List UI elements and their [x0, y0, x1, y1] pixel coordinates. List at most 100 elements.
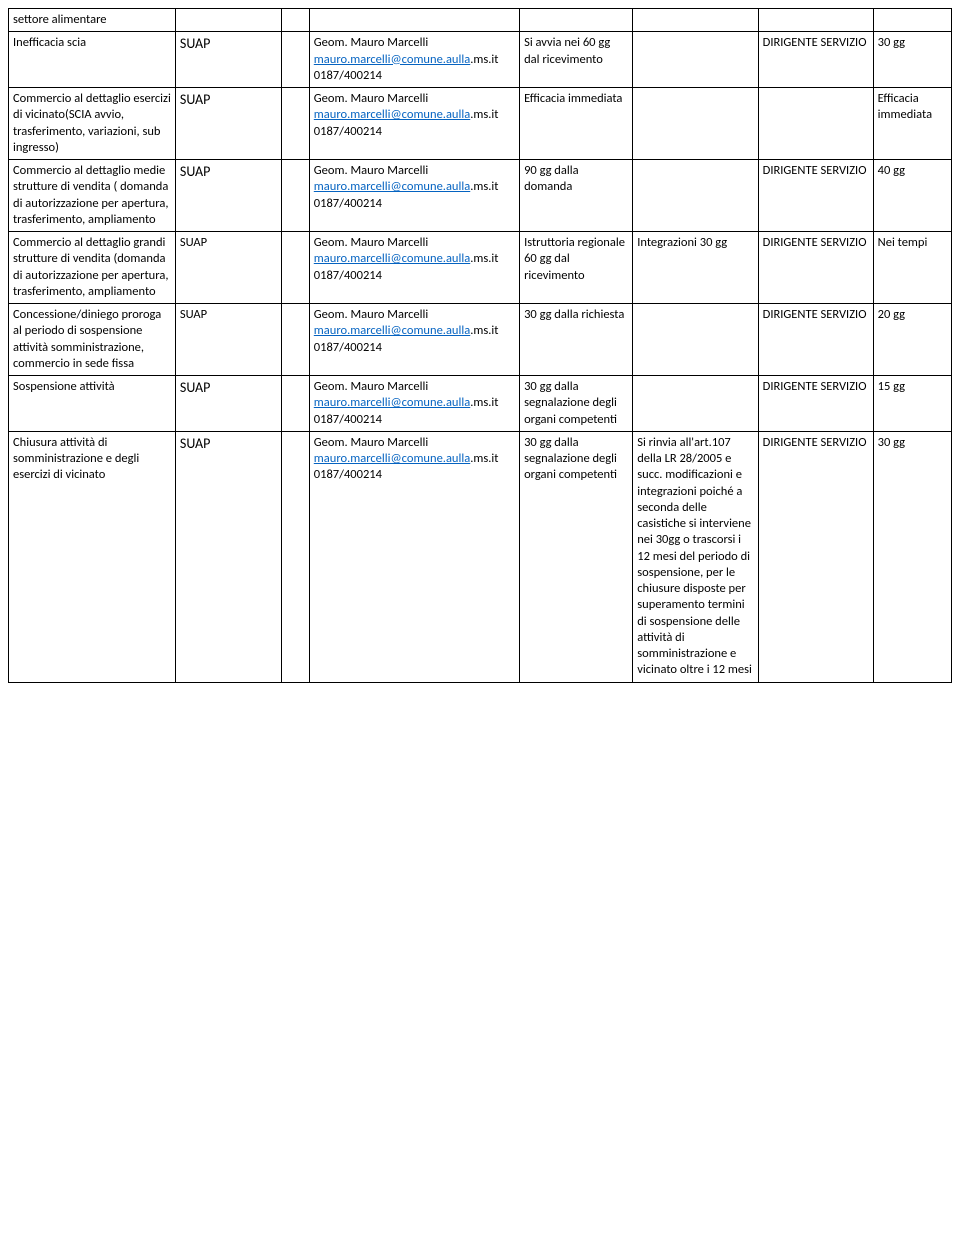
cell-authority: DIRIGENTE SERVIZIO — [758, 32, 873, 88]
cell-notes — [633, 304, 758, 376]
cell-contact: Geom. Mauro Marcellimauro.marcelli@comun… — [309, 88, 519, 160]
contact-phone: 0187/400214 — [314, 124, 515, 140]
contact-email-tail: .ms.it — [470, 395, 498, 410]
contact-email-link[interactable]: mauro.marcelli@comune.aulla — [314, 179, 470, 194]
cell-office: SUAP — [175, 88, 281, 160]
cell-notes — [633, 160, 758, 232]
cell-spacer — [281, 88, 309, 160]
table-row: Commercio al dettaglio medie strutture d… — [9, 160, 952, 232]
cell-spacer — [281, 232, 309, 304]
cell-spacer — [281, 304, 309, 376]
cell-authority: DIRIGENTE SERVIZIO — [758, 376, 873, 432]
contact-email-link[interactable]: mauro.marcelli@comune.aulla — [314, 451, 470, 466]
contact-phone: 0187/400214 — [314, 268, 515, 284]
contact-name: Geom. Mauro Marcelli — [314, 435, 515, 451]
contact-email-link[interactable]: mauro.marcelli@comune.aulla — [314, 251, 470, 266]
cell-procedure: Commercio al dettaglio grandi strutture … — [9, 232, 176, 304]
table-row: Sospensione attivitàSUAPGeom. Mauro Marc… — [9, 376, 952, 432]
cell-duration: 15 gg — [873, 376, 951, 432]
cell-contact: Geom. Mauro Marcellimauro.marcelli@comun… — [309, 32, 519, 88]
cell-office: SUAP — [175, 160, 281, 232]
cell-timing: Efficacia immediata — [520, 88, 633, 160]
contact-email-line: mauro.marcelli@comune.aulla.ms.it — [314, 251, 515, 267]
cell-timing: 90 gg dalla domanda — [520, 160, 633, 232]
contact-email-tail: .ms.it — [470, 52, 498, 67]
cell-spacer — [281, 9, 309, 32]
contact-email-line: mauro.marcelli@comune.aulla.ms.it — [314, 451, 515, 467]
contact-phone: 0187/400214 — [314, 412, 515, 428]
cell-authority: DIRIGENTE SERVIZIO — [758, 431, 873, 682]
cell-duration: Nei tempi — [873, 232, 951, 304]
contact-phone: 0187/400214 — [314, 467, 515, 483]
table-row: settore alimentare — [9, 9, 952, 32]
cell-duration: Efficacia immediata — [873, 88, 951, 160]
contact-name: Geom. Mauro Marcelli — [314, 307, 515, 323]
contact-email-link[interactable]: mauro.marcelli@comune.aulla — [314, 107, 470, 122]
cell-office — [175, 9, 281, 32]
cell-procedure: Chiusura attività di somministrazione e … — [9, 431, 176, 682]
cell-authority: DIRIGENTE SERVIZIO — [758, 304, 873, 376]
cell-notes: Integrazioni 30 gg — [633, 232, 758, 304]
cell-notes — [633, 32, 758, 88]
cell-spacer — [281, 376, 309, 432]
cell-spacer — [281, 32, 309, 88]
cell-authority: DIRIGENTE SERVIZIO — [758, 160, 873, 232]
cell-office: SUAP — [175, 232, 281, 304]
cell-timing: 30 gg dalla segnalazione degli organi co… — [520, 431, 633, 682]
cell-procedure: settore alimentare — [9, 9, 176, 32]
contact-email-tail: .ms.it — [470, 107, 498, 122]
cell-office: SUAP — [175, 304, 281, 376]
cell-duration: 20 gg — [873, 304, 951, 376]
cell-timing: 30 gg dalla segnalazione degli organi co… — [520, 376, 633, 432]
contact-name: Geom. Mauro Marcelli — [314, 35, 515, 51]
table-row: Commercio al dettaglio esercizi di vicin… — [9, 88, 952, 160]
cell-office: SUAP — [175, 431, 281, 682]
contact-name: Geom. Mauro Marcelli — [314, 379, 515, 395]
cell-duration: 30 gg — [873, 32, 951, 88]
contact-email-line: mauro.marcelli@comune.aulla.ms.it — [314, 395, 515, 411]
cell-duration: 30 gg — [873, 431, 951, 682]
cell-procedure: Inefficacia scia — [9, 32, 176, 88]
contact-email-tail: .ms.it — [470, 323, 498, 338]
cell-spacer — [281, 160, 309, 232]
cell-procedure: Commercio al dettaglio esercizi di vicin… — [9, 88, 176, 160]
cell-authority: DIRIGENTE SERVIZIO — [758, 232, 873, 304]
cell-contact — [309, 9, 519, 32]
cell-contact: Geom. Mauro Marcellimauro.marcelli@comun… — [309, 304, 519, 376]
cell-contact: Geom. Mauro Marcellimauro.marcelli@comun… — [309, 160, 519, 232]
cell-procedure: Commercio al dettaglio medie strutture d… — [9, 160, 176, 232]
cell-contact: Geom. Mauro Marcellimauro.marcelli@comun… — [309, 232, 519, 304]
table-body: settore alimentareInefficacia sciaSUAPGe… — [9, 9, 952, 683]
table-row: Chiusura attività di somministrazione e … — [9, 431, 952, 682]
contact-email-tail: .ms.it — [470, 451, 498, 466]
contact-phone: 0187/400214 — [314, 196, 515, 212]
contact-email-line: mauro.marcelli@comune.aulla.ms.it — [314, 52, 515, 68]
contact-name: Geom. Mauro Marcelli — [314, 91, 515, 107]
table-row: Commercio al dettaglio grandi strutture … — [9, 232, 952, 304]
cell-timing: Istruttoria regionale 60 gg dal ricevime… — [520, 232, 633, 304]
cell-timing — [520, 9, 633, 32]
table-row: Concessione/diniego proroga al periodo d… — [9, 304, 952, 376]
cell-duration — [873, 9, 951, 32]
cell-contact: Geom. Mauro Marcellimauro.marcelli@comun… — [309, 376, 519, 432]
procedures-table: settore alimentareInefficacia sciaSUAPGe… — [8, 8, 952, 683]
cell-office: SUAP — [175, 376, 281, 432]
cell-procedure: Concessione/diniego proroga al periodo d… — [9, 304, 176, 376]
contact-email-tail: .ms.it — [470, 251, 498, 266]
contact-email-tail: .ms.it — [470, 179, 498, 194]
contact-email-line: mauro.marcelli@comune.aulla.ms.it — [314, 107, 515, 123]
cell-notes — [633, 376, 758, 432]
contact-email-line: mauro.marcelli@comune.aulla.ms.it — [314, 323, 515, 339]
cell-timing: Si avvia nei 60 gg dal ricevimento — [520, 32, 633, 88]
contact-email-line: mauro.marcelli@comune.aulla.ms.it — [314, 179, 515, 195]
contact-name: Geom. Mauro Marcelli — [314, 163, 515, 179]
table-row: Inefficacia sciaSUAP Geom. Mauro Marcelli… — [9, 32, 952, 88]
contact-email-link[interactable]: mauro.marcelli@comune.aulla — [314, 395, 470, 410]
contact-email-link[interactable]: mauro.marcelli@comune.aulla — [314, 52, 470, 67]
cell-notes — [633, 88, 758, 160]
cell-timing: 30 gg dalla richiesta — [520, 304, 633, 376]
contact-name: Geom. Mauro Marcelli — [314, 235, 515, 251]
contact-email-link[interactable]: mauro.marcelli@comune.aulla — [314, 323, 470, 338]
cell-office: SUAP — [175, 32, 281, 88]
cell-duration: 40 gg — [873, 160, 951, 232]
